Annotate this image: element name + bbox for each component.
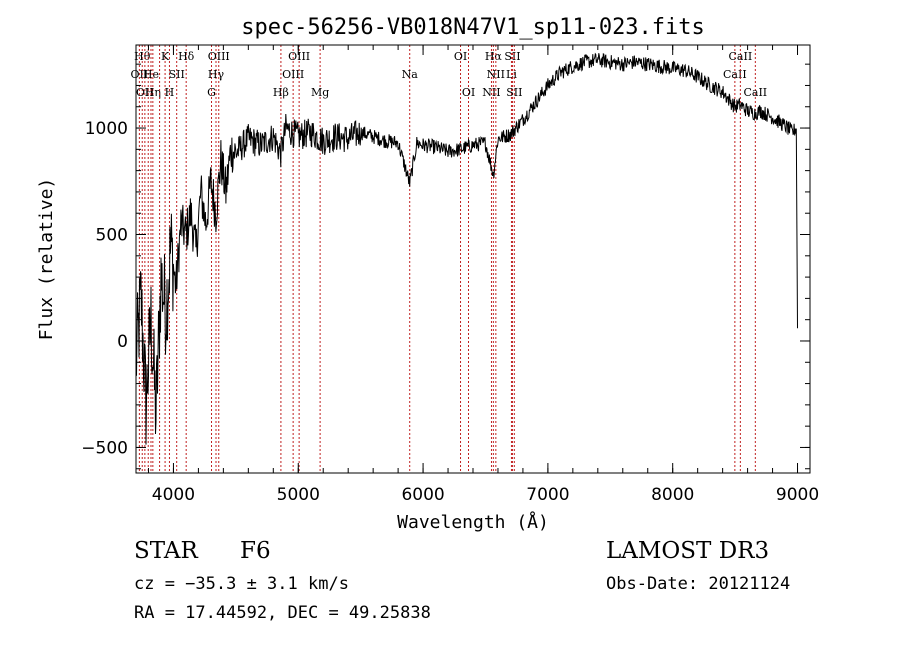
x-axis-label: Wavelength (Å) (397, 511, 549, 533)
line-label: CaII (723, 68, 747, 81)
x-tick-label: 6000 (401, 485, 444, 505)
line-label: Li (506, 68, 517, 81)
line-label: OIII (282, 68, 304, 81)
object-class: STAR (134, 538, 198, 564)
obs-date: Obs-Date: 20121124 (606, 574, 791, 594)
coordinates: RA = 17.44592, DEC = 49.25838 (134, 603, 431, 623)
y-tick-label: 500 (96, 226, 128, 246)
line-label: CaII (729, 50, 753, 63)
chart-title: spec-56256-VB018N47V1_sp11-023.fits (241, 15, 705, 40)
line-label: SII (506, 86, 522, 99)
line-label: Hδ (178, 50, 195, 63)
line-label: G (207, 86, 216, 99)
line-label: OI (454, 50, 467, 63)
x-tick-label: 9000 (776, 485, 819, 505)
line-label: NII (482, 86, 500, 99)
x-tick-label: 8000 (651, 485, 694, 505)
line-label: Mg (311, 86, 329, 99)
line-label: OII (131, 68, 149, 81)
object-subclass: F6 (240, 538, 271, 564)
line-label: Hγ (208, 68, 225, 81)
x-tick-label: 5000 (277, 485, 320, 505)
survey-name: LAMOST DR3 (606, 538, 770, 564)
line-label: Hη (145, 86, 161, 99)
line-label: Na (402, 68, 419, 81)
line-label: He (143, 68, 159, 81)
y-tick-label: −500 (81, 438, 128, 458)
redshift-text: cz = −35.3 ± 3.1 km/s (134, 574, 349, 594)
spectrum-series (135, 52, 798, 445)
line-label: CaII (743, 86, 767, 99)
y-axis-label: Flux (relative) (36, 178, 57, 341)
line-label: H (165, 86, 175, 99)
line-label: OII (136, 86, 154, 99)
x-tick-label: 4000 (152, 485, 195, 505)
line-label: SII (169, 68, 185, 81)
line-label: OIII (208, 50, 230, 63)
line-label: Hβ (273, 86, 289, 99)
plot-frame (135, 44, 811, 474)
y-tick-label: 0 (117, 332, 128, 352)
line-label: NII (487, 68, 505, 81)
line-label: Hα (485, 50, 503, 63)
x-tick-label: 7000 (526, 485, 569, 505)
y-tick-label: 1000 (85, 119, 128, 139)
line-label: OIII (288, 50, 310, 63)
line-label: K (161, 50, 170, 63)
line-label: OI (462, 86, 475, 99)
line-label: Hθ (134, 50, 151, 63)
line-label: SII (504, 50, 520, 63)
